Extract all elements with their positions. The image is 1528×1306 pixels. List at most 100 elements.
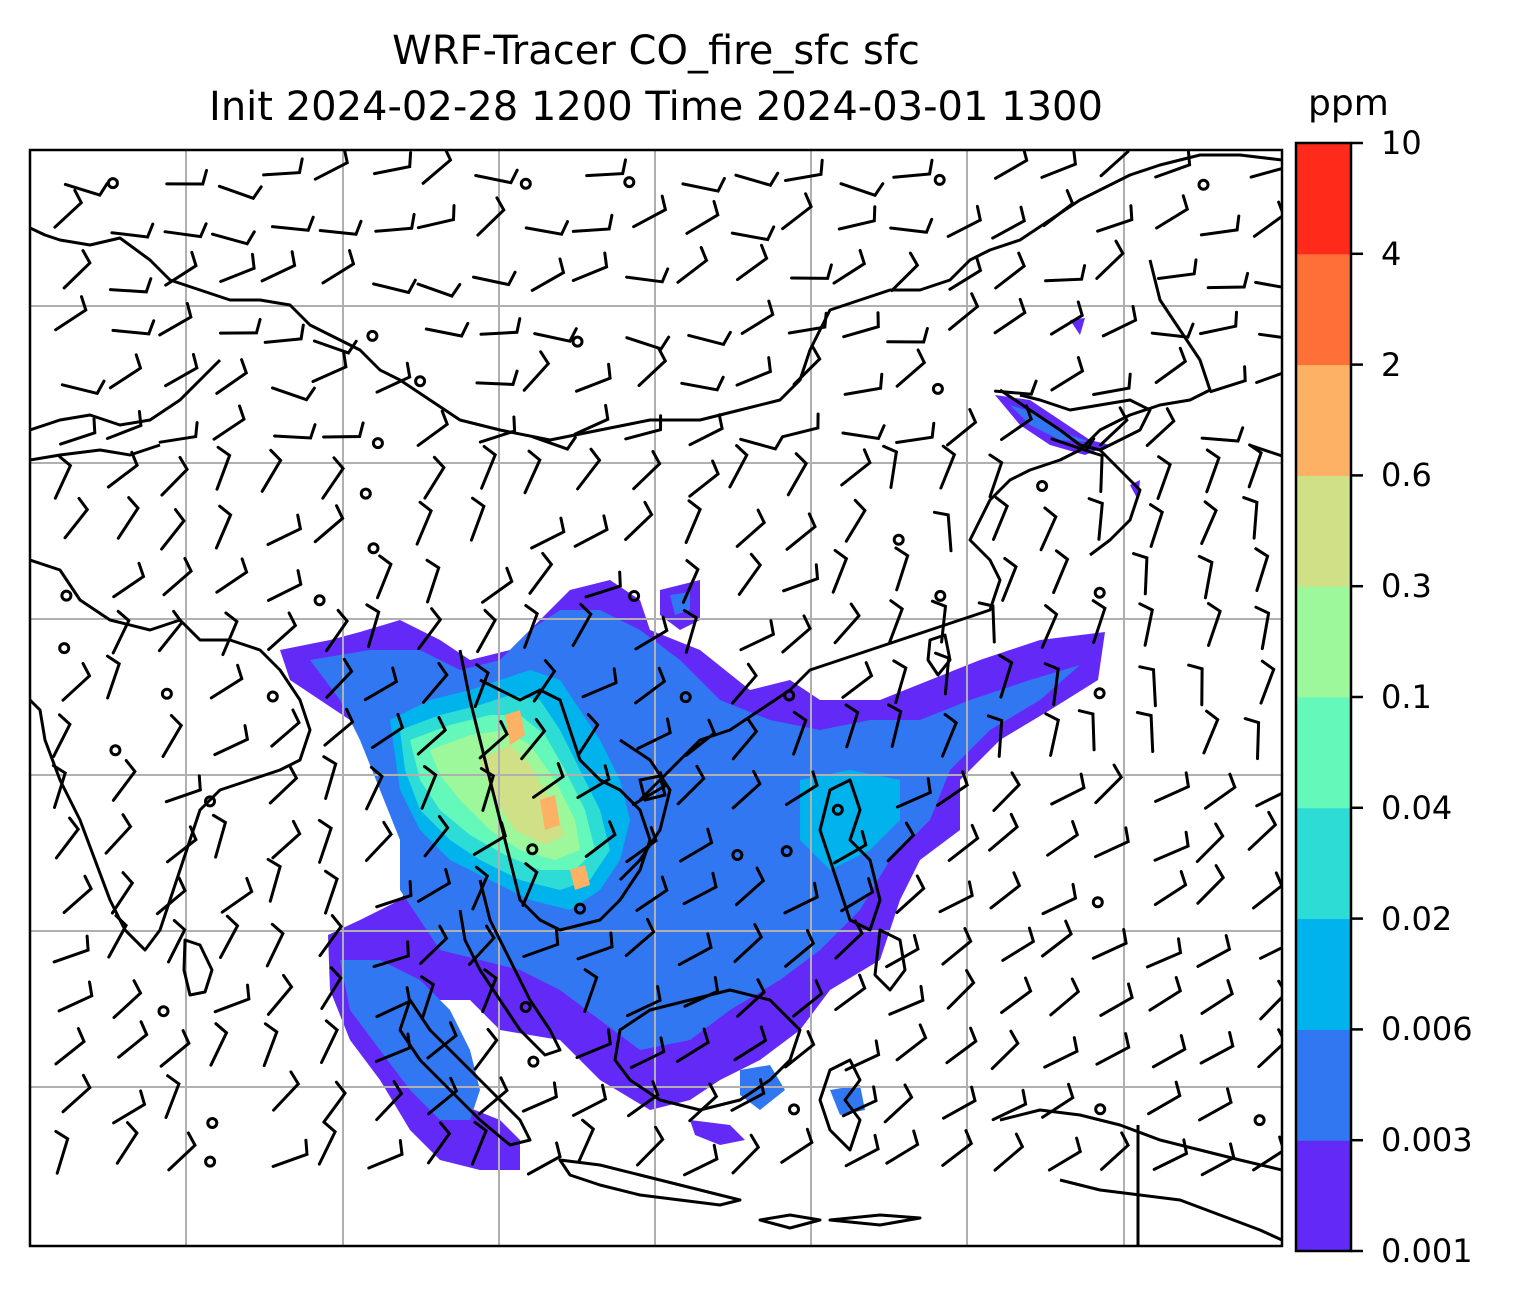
wind-barb (522, 350, 551, 392)
wind-barb (62, 249, 92, 290)
wind-barb (273, 423, 317, 440)
wind-barb (1091, 599, 1107, 644)
calm-circle (414, 375, 427, 388)
wind-barb (977, 601, 996, 644)
wind-barb (416, 282, 462, 298)
wind-barb (1094, 826, 1130, 859)
wind-barb (676, 764, 706, 806)
wind-barb (1147, 1080, 1182, 1116)
wind-barb (841, 1085, 878, 1118)
wind-barb (1199, 1031, 1235, 1065)
wind-barb (575, 1028, 612, 1059)
wind-barb (730, 225, 776, 242)
calm-circle (160, 687, 173, 700)
wind-barb (731, 662, 758, 705)
wind-barb (111, 609, 131, 655)
wind-barb (63, 181, 109, 197)
calm-circle (628, 590, 641, 602)
wind-barb (272, 1070, 301, 1112)
wind-barb (521, 862, 539, 907)
wind-barb (831, 548, 849, 594)
wind-barb (420, 975, 436, 1021)
wind-barb (365, 603, 381, 649)
wind-barb (895, 874, 926, 914)
wind-barb (844, 703, 860, 749)
wind-barb (635, 875, 669, 912)
wind-barb (419, 924, 449, 965)
wind-barb (62, 874, 93, 914)
wind-barb (215, 557, 249, 594)
wind-barb (325, 657, 354, 699)
wind-barb (792, 345, 822, 386)
wind-barb (571, 251, 609, 282)
wind-barb (681, 559, 700, 604)
wind-barb (735, 508, 767, 548)
wind-barb (375, 361, 412, 394)
wind-barb (421, 150, 453, 185)
wind-barb (260, 250, 297, 283)
wind-barb (784, 158, 824, 182)
wind-barb (54, 816, 81, 860)
colorbar (1294, 141, 1363, 1253)
wind-barb (1157, 258, 1198, 280)
wind-barb (889, 217, 934, 234)
wind-barb (1100, 1131, 1130, 1171)
wind-barb (1247, 443, 1263, 489)
calm-circle (58, 642, 71, 655)
wind-barb (63, 496, 90, 540)
wind-barb (786, 452, 809, 497)
wind-barb (112, 561, 146, 599)
wind-barb (160, 508, 186, 551)
wind-barb (1198, 1087, 1233, 1122)
wind-barb (209, 1022, 229, 1067)
wind-barb (792, 710, 808, 756)
wind-barb (990, 1029, 1020, 1071)
wind-barb (219, 252, 256, 283)
wind-barb (1145, 407, 1176, 447)
wind-barb (948, 255, 983, 291)
wind-barb (52, 934, 90, 964)
wind-barb (478, 1076, 509, 1116)
wind-barb (784, 929, 816, 968)
wind-barb (734, 866, 766, 907)
wind-barb (1254, 547, 1270, 592)
wind-barb (1095, 239, 1125, 280)
wind-barb (839, 182, 885, 198)
wind-barb (1258, 332, 1282, 339)
wind-barb (834, 973, 867, 1012)
wind-barb (992, 771, 1021, 812)
calm-circle (206, 1117, 219, 1129)
wind-barb (54, 295, 88, 332)
wind-barb (992, 496, 1010, 541)
wind-barb (575, 362, 612, 393)
wind-barb (166, 825, 198, 864)
wind-barb (111, 759, 137, 802)
wind-barb (266, 973, 294, 1016)
wind-barb (521, 1081, 559, 1113)
wind-barb (1138, 602, 1155, 647)
wind-barb (1040, 604, 1059, 649)
wind-barb (317, 818, 333, 864)
wind-barb (469, 496, 486, 542)
wind-barb (530, 516, 566, 550)
wind-barb (571, 602, 593, 647)
wind-barb (1154, 346, 1188, 384)
wind-barb (1001, 557, 1018, 602)
wind-barb (1153, 830, 1190, 862)
wind-barb (424, 321, 470, 338)
wind-barb (472, 270, 517, 287)
wind-barb (1259, 659, 1276, 705)
wind-barb (941, 712, 959, 758)
wind-barb (117, 1020, 149, 1059)
wind-barb (780, 1127, 814, 1164)
wind-barb (468, 924, 496, 966)
wind-barb (531, 435, 577, 451)
wind-barb (164, 250, 198, 287)
wind-barb (841, 661, 874, 699)
colorbar-tick-label: 0.003 (1381, 1121, 1473, 1160)
wind-barb (367, 1139, 404, 1170)
wind-barb (318, 219, 363, 236)
colorbar-tick-label: 4 (1381, 234, 1402, 273)
wind-barb (427, 1121, 452, 1165)
